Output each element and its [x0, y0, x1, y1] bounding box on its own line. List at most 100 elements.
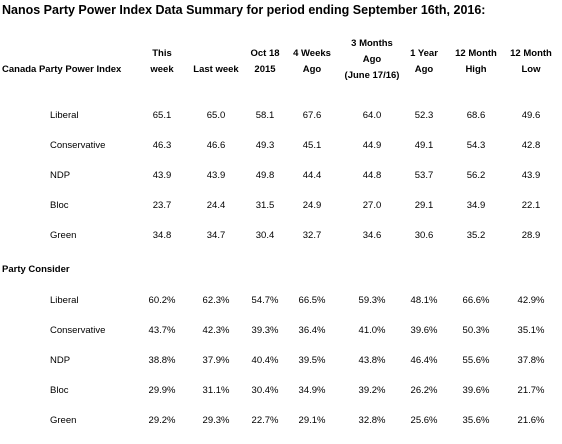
table-cell: 29.3% — [202, 415, 230, 426]
table-cell: 49.3 — [255, 140, 275, 151]
column-header-line: Low — [521, 64, 541, 75]
table-cell: 30.4% — [251, 385, 279, 396]
table-cell: 48.1% — [410, 295, 438, 306]
table-row: Green 29.2% 29.3% 22.7% 29.1% 32.8% 25.6% 35.6%… — [0, 414, 562, 444]
table-cell: 68.6 — [466, 110, 486, 121]
table-cell: 62.3% — [202, 295, 230, 306]
table-cell: 30.6 — [414, 230, 434, 241]
table-cell: 64.0 — [362, 110, 382, 121]
table-cell: 43.7% — [148, 325, 176, 336]
table-cell: 38.8% — [148, 355, 176, 366]
table-cell: 43.9 — [206, 170, 226, 181]
table-cell: 60.2% — [148, 295, 176, 306]
column-header-3-months-ago: 3 Months Ago (June 17/16) — [337, 36, 407, 84]
table-cell: 40.4% — [251, 355, 279, 366]
table-cell: 65.1 — [152, 110, 172, 121]
table-cell: 42.9% — [517, 295, 545, 306]
table-cell: 46.3 — [152, 140, 172, 151]
table-cell: 24.4 — [206, 200, 226, 211]
table-cell: 59.3% — [358, 295, 386, 306]
table-row: Green 34.8 34.7 30.4 32.7 34.6 30.6 35.2 28.9 — [0, 229, 562, 259]
column-header-12-month-high: 12 Month High — [448, 46, 504, 78]
table-cell: 30.4 — [255, 230, 275, 241]
column-header-1-year-ago: 1 Year Ago — [402, 46, 446, 78]
table-cell: 56.2 — [466, 170, 486, 181]
table-cell: 67.6 — [302, 110, 322, 121]
table-cell: 21.7% — [517, 385, 545, 396]
column-header-this-week: This week — [142, 46, 182, 78]
table-cell: 24.9 — [302, 200, 322, 211]
table-cell: 34.7 — [206, 230, 226, 241]
table-cell: 29.9% — [148, 385, 176, 396]
table-cell: 42.3% — [202, 325, 230, 336]
party-name: Green — [50, 415, 77, 426]
table-cell: 39.6% — [462, 385, 490, 396]
table-row: Conservative 46.3 46.6 49.3 45.1 44.9 49.1 54.3… — [0, 139, 562, 169]
table-cell: 42.8 — [521, 140, 541, 151]
table-cell: 34.6 — [362, 230, 382, 241]
table-cell: 54.7% — [251, 295, 279, 306]
table-cell: 28.9 — [521, 230, 541, 241]
table-cell: 22.7% — [251, 415, 279, 426]
table-cell: 29.1 — [414, 200, 434, 211]
table-cell: 49.1 — [414, 140, 434, 151]
table-cell: 39.3% — [251, 325, 279, 336]
table-cell: 29.2% — [148, 415, 176, 426]
column-header-line: High — [465, 64, 487, 75]
table-cell: 27.0 — [362, 200, 382, 211]
table-cell: 53.7 — [414, 170, 434, 181]
table-cell: 39.6% — [410, 325, 438, 336]
table-cell: 44.4 — [302, 170, 322, 181]
party-name: Bloc — [50, 385, 69, 396]
party-name: NDP — [50, 170, 71, 181]
table-cell: 44.8 — [362, 170, 382, 181]
column-header-line: Ago — [302, 64, 322, 75]
party-name: Bloc — [50, 200, 69, 211]
table-cell: 34.9 — [466, 200, 486, 211]
table-row: Bloc 23.7 24.4 31.5 24.9 27.0 29.1 34.9 22.1 — [0, 199, 562, 229]
column-header-line: This — [152, 48, 172, 59]
table-cell: 22.1 — [521, 200, 541, 211]
table-cell: 50.3% — [462, 325, 490, 336]
table-cell: 32.8% — [358, 415, 386, 426]
table-cell: 58.1 — [255, 110, 275, 121]
party-name: Conservative — [50, 325, 106, 336]
table-cell: 49.6 — [521, 110, 541, 121]
party-name: Liberal — [50, 110, 79, 121]
table-cell: 34.8 — [152, 230, 172, 241]
party-consider-section-label: Party Consider — [2, 264, 70, 275]
table-cell: 35.6% — [462, 415, 490, 426]
table-cell: 39.5% — [298, 355, 326, 366]
party-consider-table: Liberal 60.2% 62.3% 54.7% 66.5% 59.3% 48.1% 66.… — [0, 294, 562, 444]
column-header-line: 12 Month — [455, 48, 497, 59]
table-cell: 41.0% — [358, 325, 386, 336]
table-cell: 32.7 — [302, 230, 322, 241]
table-cell: 49.8 — [255, 170, 275, 181]
power-index-table: Liberal 65.1 65.0 58.1 67.6 64.0 52.3 68.6 49.6 C… — [0, 109, 562, 259]
table-cell: 54.3 — [466, 140, 486, 151]
party-name: NDP — [50, 355, 71, 366]
table-cell: 52.3 — [414, 110, 434, 121]
party-name: Conservative — [50, 140, 106, 151]
column-header-line: 3 Months — [351, 38, 393, 49]
table-cell: 39.2% — [358, 385, 386, 396]
column-header-last-week: Last week — [186, 62, 246, 78]
table-row: NDP 38.8% 37.9% 40.4% 39.5% 43.8% 46.4% 55.6% 37… — [0, 354, 562, 384]
table-cell: 37.8% — [517, 355, 545, 366]
table-cell: 29.1% — [298, 415, 326, 426]
page-title: Nanos Party Power Index Data Summary for… — [2, 3, 486, 17]
table-cell: 46.6 — [206, 140, 226, 151]
table-cell: 65.0 — [206, 110, 226, 121]
table-cell: 45.1 — [302, 140, 322, 151]
table-row: Bloc 29.9% 31.1% 30.4% 34.9% 39.2% 26.2% 39.6% 2… — [0, 384, 562, 414]
table-cell: 66.6% — [462, 295, 490, 306]
table-cell: 36.4% — [298, 325, 326, 336]
table-cell: 31.5 — [255, 200, 275, 211]
column-header-line: Ago — [362, 54, 382, 65]
table-cell: 34.9% — [298, 385, 326, 396]
column-header-line: Oct 18 — [250, 48, 280, 59]
column-header-line: 12 Month — [510, 48, 552, 59]
table-cell: 43.8% — [358, 355, 386, 366]
row-header-label: Canada Party Power Index — [2, 64, 122, 75]
column-header-line: 2015 — [254, 64, 276, 75]
